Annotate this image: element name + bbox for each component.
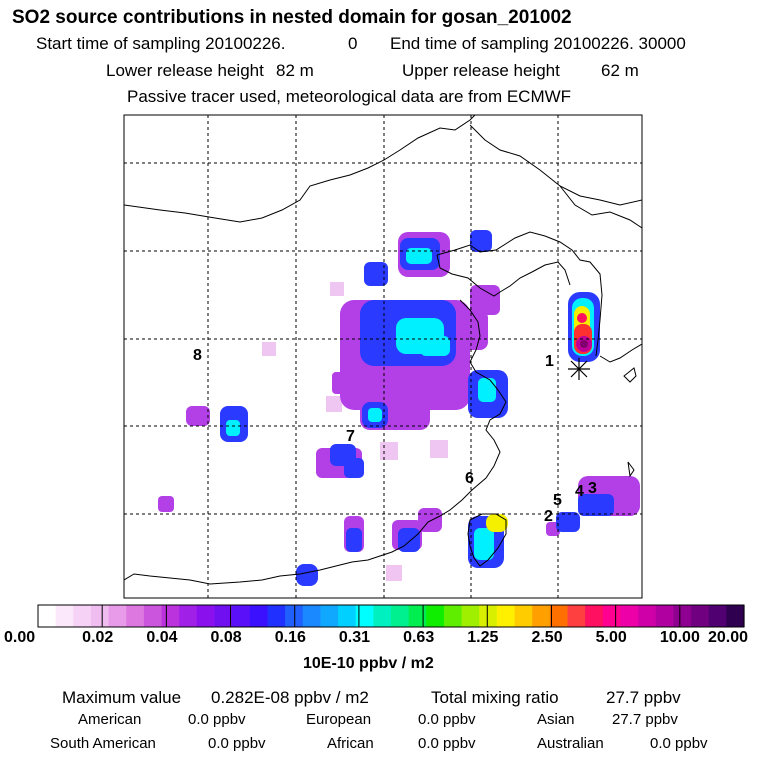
- colorbar-cell: [408, 605, 427, 627]
- colorbar-cell: [638, 605, 657, 627]
- colorbar-cell: [708, 605, 727, 627]
- colorbar-cell: [673, 605, 692, 627]
- colorbar-cell: [620, 605, 639, 627]
- start-time-value: 0: [348, 34, 358, 53]
- colorbar-tick-label: 0.16: [274, 629, 306, 646]
- region-american-name: American: [78, 711, 142, 728]
- region-label-4: 4: [575, 483, 584, 500]
- map-frame: [123, 114, 643, 599]
- colorbar-cell: [108, 605, 127, 627]
- colorbar-tick-label: 2.50: [531, 629, 563, 646]
- colorbar-unit: 10E-10 ppbv / m2: [303, 655, 434, 672]
- region-asian-value: 27.7 ppbv: [612, 711, 678, 728]
- region-asian-name: Asian: [537, 711, 575, 728]
- colorbar-cell: [426, 605, 445, 627]
- tracer-note: Passive tracer used, meteorological data…: [127, 87, 572, 106]
- region-european-value: 0.0 ppbv: [418, 711, 476, 728]
- region-label-2: 2: [544, 508, 553, 525]
- colorbar-tick-label: 0.04: [146, 629, 178, 646]
- colorbar-cell: [90, 605, 110, 627]
- max-value-label: Maximum value: [62, 688, 182, 707]
- upper-height-value: 62 m: [601, 61, 639, 80]
- colorbar-tick-label: 0.31: [338, 629, 371, 646]
- colorbar-tick-label: 0.00: [4, 629, 36, 646]
- colorbar-cell: [55, 605, 74, 627]
- colorbar-cell: [461, 605, 480, 627]
- region-australian-name: Australian: [537, 735, 604, 752]
- total-mixing-label: Total mixing ratio: [431, 688, 559, 707]
- region-south-american-value: 0.0 ppbv: [208, 735, 266, 752]
- colorbar-tick-label: 1.25: [467, 629, 499, 646]
- region-label-7: 7: [346, 428, 355, 445]
- end-time-label: End time of sampling 20100226. 30000: [390, 34, 686, 53]
- colorbar-cell: [214, 605, 233, 627]
- colorbar-cell: [532, 605, 551, 627]
- max-value: 0.282E-08 ppbv / m2: [211, 688, 369, 707]
- region-australian-value: 0.0 ppbv: [650, 735, 708, 752]
- colorbar-cell: [249, 605, 269, 627]
- peak-concentration-korea: [568, 292, 600, 362]
- colorbar-cell: [73, 605, 92, 627]
- colorbar-cell: [496, 605, 516, 627]
- receptor-star-icon: [568, 358, 590, 380]
- colorbar-tick-label: 10.00: [659, 629, 700, 646]
- colorbar-cell: [479, 605, 498, 627]
- colorbar-cell: [338, 605, 357, 627]
- colorbar-tick-label: 0.08: [210, 629, 242, 646]
- colorbar-cell: [355, 605, 374, 627]
- lower-height-value: 82 m: [276, 61, 314, 80]
- colorbar-cell: [691, 605, 710, 627]
- plot-title: SO2 source contributions in nested domai…: [12, 7, 572, 28]
- very-high-concentration-spot: [486, 514, 508, 532]
- colorbar-cell: [602, 605, 622, 627]
- region-african-value: 0.0 ppbv: [418, 735, 476, 752]
- colorbar-tick-label: 20.00: [707, 629, 748, 646]
- colorbar-cell: [726, 605, 745, 627]
- colorbar-cell: [320, 605, 339, 627]
- colorbar-cell: [443, 605, 463, 627]
- colorbar-cell: [655, 605, 674, 627]
- colorbar-cell: [126, 605, 145, 627]
- colorbar-cell: [38, 605, 57, 627]
- colorbar-cell: [514, 605, 533, 627]
- colorbar-cell: [285, 605, 304, 627]
- region-label-1: 1: [545, 353, 554, 370]
- lower-height-label: Lower release height: [106, 61, 264, 80]
- start-time-label: Start time of sampling 20100226.: [36, 34, 286, 53]
- region-label-5: 5: [553, 492, 562, 509]
- colorbar-cell: [585, 605, 604, 627]
- colorbar-tick-label: 5.00: [595, 629, 627, 646]
- colorbar-cell: [373, 605, 392, 627]
- colorbar-cell: [549, 605, 569, 627]
- region-label-3: 3: [588, 480, 597, 497]
- colorbar-cell: [161, 605, 180, 627]
- region-south-american-name: South American: [50, 735, 156, 752]
- colorbar-cell: [179, 605, 198, 627]
- upper-height-label: Upper release height: [402, 61, 560, 80]
- colorbar-tick-label: 0.63: [403, 629, 435, 646]
- region-label-6: 6: [465, 470, 474, 487]
- colorbar-cell: [232, 605, 251, 627]
- region-american-value: 0.0 ppbv: [188, 711, 246, 728]
- region-european-name: European: [306, 711, 372, 728]
- lat-lon-grid: [124, 115, 642, 598]
- colorbar-cell: [391, 605, 410, 627]
- colorbar-cell: [302, 605, 321, 627]
- coastline: [124, 115, 642, 585]
- colorbar-tick-label: 0.02: [82, 629, 114, 646]
- total-mixing-value: 27.7 ppbv: [606, 688, 681, 707]
- colorbar-cell: [143, 605, 163, 627]
- colorbar-cell: [267, 605, 286, 627]
- cyan-concentration-spot: [226, 248, 496, 560]
- region-label-8: 8: [193, 347, 202, 364]
- region-african-name: African: [327, 735, 374, 752]
- colorbar-cell: [196, 605, 216, 627]
- colorbar-cell: [567, 605, 586, 627]
